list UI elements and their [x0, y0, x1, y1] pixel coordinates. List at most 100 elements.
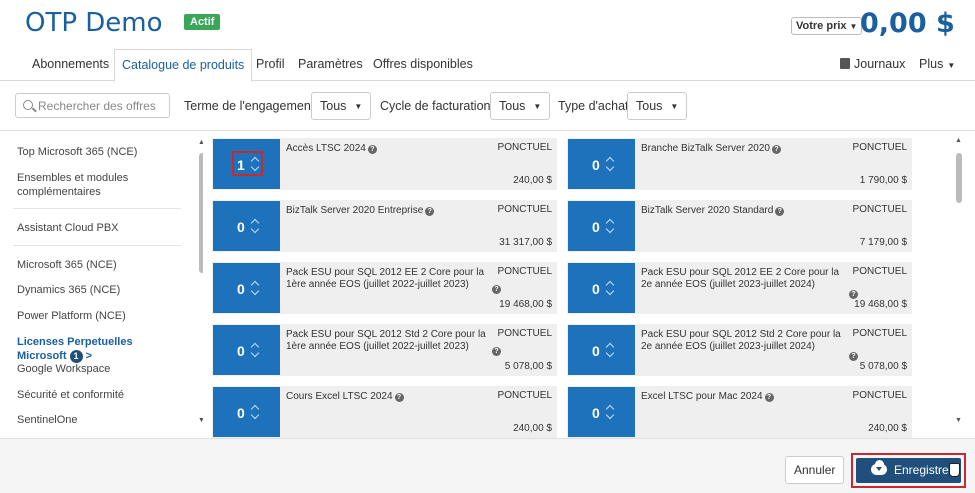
product-card: 0 BizTalk Server 2020 Entreprise? PONCTU… [212, 200, 557, 252]
product-name-text: BizTalk Server 2020 Entreprise [286, 205, 424, 216]
product-name: Pack ESU pour SQL 2012 EE 2 Core pour la… [286, 267, 485, 290]
product-price: 19 468,00 $ [499, 299, 552, 310]
chevron-down-icon: ▼ [354, 102, 363, 111]
help-icon[interactable]: ? [425, 207, 435, 216]
spinner-icon[interactable] [606, 156, 615, 173]
product-price: 240,00 $ [513, 175, 552, 186]
scroll-thumb[interactable] [956, 153, 962, 203]
chevron-down-icon: ▼ [533, 102, 542, 111]
spinner-icon[interactable] [606, 342, 615, 359]
search-input[interactable] [38, 97, 166, 115]
cancel-button[interactable]: Annuler [785, 456, 845, 484]
product-card: 0 Pack ESU pour SQL 2012 Std 2 Core pour… [212, 324, 557, 376]
quantity-value: 0 [237, 219, 245, 235]
purchase-value: Tous [636, 99, 663, 113]
help-icon[interactable]: ? [849, 352, 858, 361]
plus-label: Plus [919, 57, 944, 71]
search-box[interactable] [15, 93, 170, 118]
quantity-stepper[interactable]: 0 [213, 387, 280, 437]
quantity-stepper[interactable]: 0 [213, 201, 280, 251]
sidebar-item-sentinelone[interactable]: SentinelOne [17, 414, 78, 426]
sidebar-item-label: Licenses Perpetuelles Microsoft [17, 336, 133, 362]
tab-profil[interactable]: Profil [256, 57, 285, 71]
count-badge: 1 [69, 350, 83, 363]
product-name-text: BizTalk Server 2020 Standard [641, 205, 774, 216]
sidebar-item-m365[interactable]: Microsoft 365 (NCE) [17, 259, 117, 271]
sidebar-item-power-platform[interactable]: Power Platform (NCE) [17, 310, 126, 322]
product-price: 1 790,00 $ [859, 175, 907, 186]
sidebar-item-licenses-perpetuelles[interactable]: Licenses Perpetuelles Microsoft 1 > [17, 335, 179, 363]
help-icon[interactable]: ? [775, 207, 785, 216]
quantity-value: 0 [592, 405, 600, 421]
help-icon[interactable]: ? [492, 347, 501, 356]
help-icon[interactable]: ? [771, 145, 781, 154]
product-name: Excel LTSC pour Mac 2024? [641, 391, 849, 403]
product-grid: 1 Accès LTSC 2024? PONCTUEL 240,00 $ 0 B… [212, 138, 952, 439]
product-name: Cours Excel LTSC 2024? [286, 391, 494, 403]
term-dropdown[interactable]: Tous ▼ [311, 92, 372, 120]
quantity-stepper[interactable]: 0 [568, 139, 635, 189]
tab-offres[interactable]: Offres disponibles [373, 57, 473, 71]
quantity-stepper[interactable]: 0 [568, 263, 635, 313]
product-card: 0 Branche BizTalk Server 2020? PONCTUEL … [567, 138, 912, 190]
product-name: Pack ESU pour SQL 2012 Std 2 Core pour l… [286, 329, 486, 352]
journaux-link[interactable]: Journaux [840, 49, 905, 81]
quantity-stepper[interactable]: 0 [568, 325, 635, 375]
quantity-stepper[interactable]: 0 [213, 325, 280, 375]
quantity-value: 0 [592, 157, 600, 173]
scroll-thumb[interactable] [199, 153, 203, 273]
quantity-stepper[interactable]: 0 [568, 387, 635, 437]
grid-scrollbar[interactable]: ▲ ▼ [952, 137, 968, 433]
scroll-up-icon[interactable]: ▲ [955, 137, 962, 144]
help-icon[interactable]: ? [764, 393, 774, 402]
billing-dropdown[interactable]: Tous ▼ [490, 92, 551, 120]
spinner-icon[interactable] [251, 280, 260, 297]
save-label: Enregistrer [894, 463, 953, 477]
quantity-value: 0 [592, 219, 600, 235]
help-icon[interactable]: ? [394, 393, 404, 402]
product-name-text: Branche BizTalk Server 2020 [641, 143, 770, 154]
tab-parametres[interactable]: Paramètres [298, 57, 363, 71]
product-card: 0 Pack ESU pour SQL 2012 EE 2 Core pour … [212, 262, 557, 314]
balance: 0,00 $ [860, 8, 955, 39]
product-type: PONCTUEL [852, 266, 907, 277]
product-type: PONCTUEL [852, 328, 907, 339]
price-selector[interactable]: Votre prix ▼ [791, 17, 863, 35]
spinner-icon[interactable] [606, 218, 615, 235]
sidebar-scrollbar[interactable]: ▲ ▼ [195, 139, 203, 429]
scroll-up-icon[interactable]: ▲ [198, 139, 203, 146]
help-icon[interactable]: ? [367, 145, 377, 154]
product-type: PONCTUEL [852, 142, 907, 153]
page-title: OTP Demo [25, 8, 163, 38]
sidebar-item-securite[interactable]: Sécurité et conformité [17, 389, 124, 401]
sidebar-item-top-m365[interactable]: Top Microsoft 365 (NCE) [17, 146, 138, 158]
quantity-value: 0 [592, 343, 600, 359]
spinner-icon[interactable] [251, 218, 260, 235]
sidebar-item-cloud-pbx[interactable]: Assistant Cloud PBX [17, 222, 119, 234]
spinner-icon[interactable] [606, 404, 615, 421]
quantity-stepper[interactable]: 1 [213, 139, 280, 189]
save-button[interactable]: Enregistrer [856, 458, 961, 483]
scroll-down-icon[interactable]: ▼ [955, 417, 962, 424]
divider [13, 208, 181, 209]
tab-abonnements[interactable]: Abonnements [32, 57, 110, 71]
tab-catalogue[interactable]: Catalogue de produits [114, 49, 253, 82]
product-name: BizTalk Server 2020 Standard? [641, 205, 849, 217]
journaux-label: Journaux [854, 57, 906, 71]
purchase-dropdown[interactable]: Tous ▼ [627, 92, 688, 120]
quantity-value: 0 [237, 281, 245, 297]
scroll-down-icon[interactable]: ▼ [198, 417, 203, 424]
product-name: Pack ESU pour SQL 2012 Std 2 Core pour l… [641, 329, 841, 352]
product-name-text: Cours Excel LTSC 2024 [286, 391, 393, 402]
help-icon[interactable]: ? [849, 290, 858, 299]
sidebar-item-google-workspace[interactable]: Google Workspace [17, 363, 111, 375]
quantity-stepper[interactable]: 0 [568, 201, 635, 251]
sidebar-item-ensembles[interactable]: Ensembles et modules complémentaires [17, 172, 129, 198]
spinner-icon[interactable] [251, 404, 260, 421]
sidebar-item-dynamics[interactable]: Dynamics 365 (NCE) [17, 284, 121, 296]
help-icon[interactable]: ? [492, 285, 501, 294]
spinner-icon[interactable] [606, 280, 615, 297]
quantity-stepper[interactable]: 0 [213, 263, 280, 313]
spinner-icon[interactable] [251, 342, 260, 359]
plus-menu[interactable]: Plus ▼ [919, 49, 955, 81]
